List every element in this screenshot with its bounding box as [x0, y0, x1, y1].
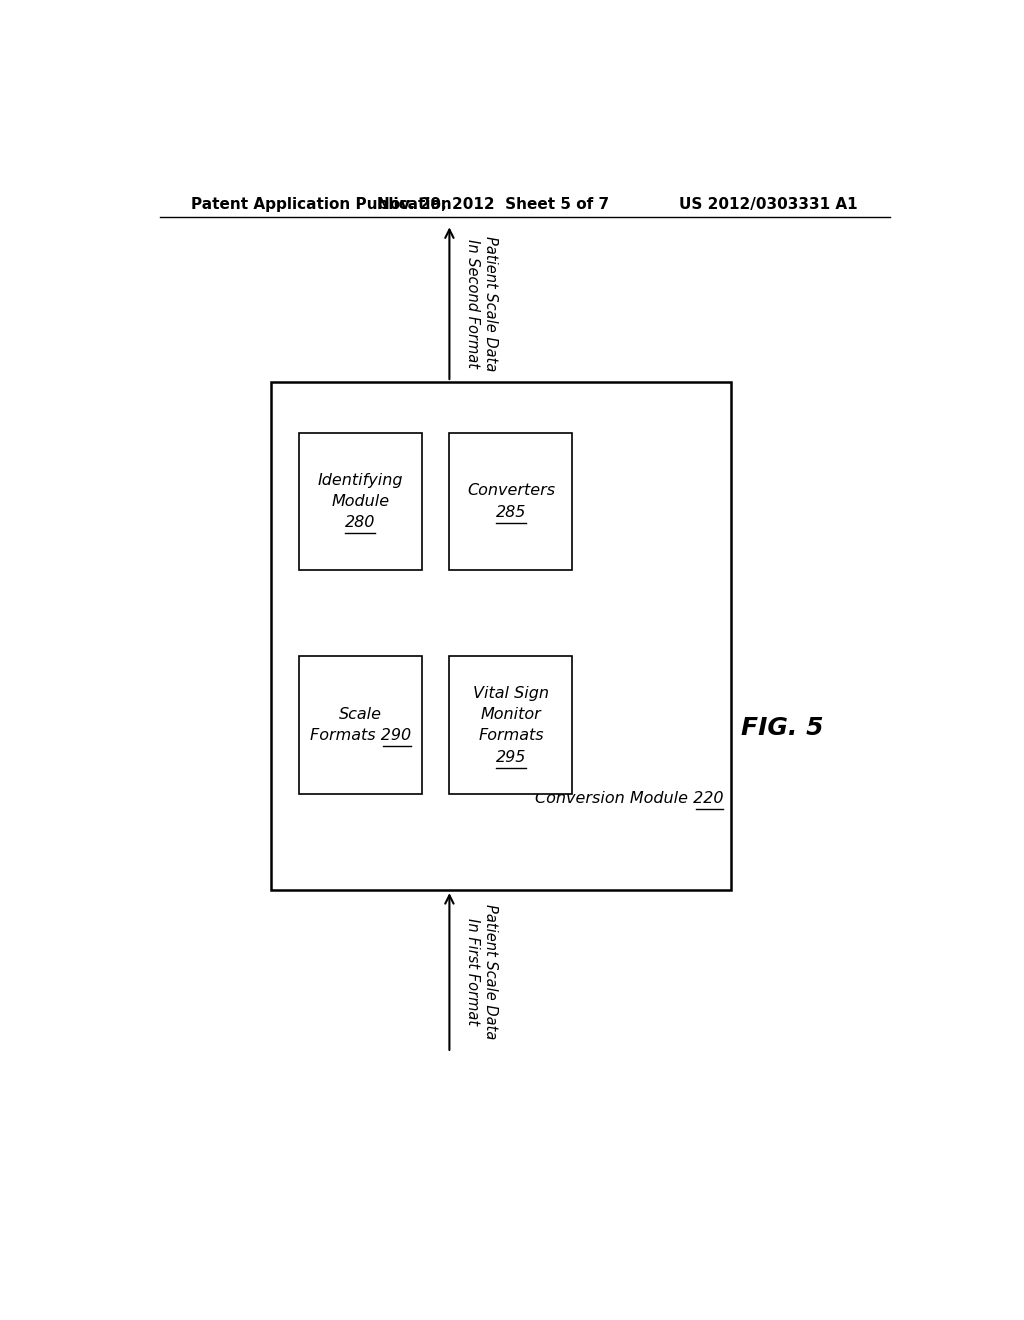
Text: Identifying: Identifying: [317, 473, 402, 487]
Text: Vital Sign: Vital Sign: [473, 685, 549, 701]
Text: 285: 285: [496, 504, 526, 520]
Text: Monitor: Monitor: [480, 708, 542, 722]
Bar: [299, 656, 422, 793]
Bar: [450, 656, 572, 793]
Text: Formats: Formats: [478, 729, 544, 743]
Text: FIG. 5: FIG. 5: [741, 715, 824, 739]
Text: Scale: Scale: [339, 708, 382, 722]
Text: Patient Scale Data
In First Format: Patient Scale Data In First Format: [465, 904, 498, 1039]
Bar: [450, 433, 572, 570]
Text: Converters: Converters: [467, 483, 555, 498]
Text: 295: 295: [496, 750, 526, 764]
Text: Nov. 29, 2012  Sheet 5 of 7: Nov. 29, 2012 Sheet 5 of 7: [377, 197, 609, 211]
Text: Patent Application Publication: Patent Application Publication: [191, 197, 453, 211]
Bar: [270, 381, 731, 890]
Text: Formats 290: Formats 290: [309, 729, 411, 743]
Bar: [299, 433, 422, 570]
Text: Patient Scale Data
In Second Format: Patient Scale Data In Second Format: [465, 235, 498, 371]
Text: Conversion Module 220: Conversion Module 220: [535, 791, 723, 807]
Text: Conversion Module 220: Conversion Module 220: [535, 791, 723, 807]
Text: Module: Module: [331, 494, 389, 510]
Text: 280: 280: [345, 515, 376, 531]
Text: US 2012/0303331 A1: US 2012/0303331 A1: [680, 197, 858, 211]
